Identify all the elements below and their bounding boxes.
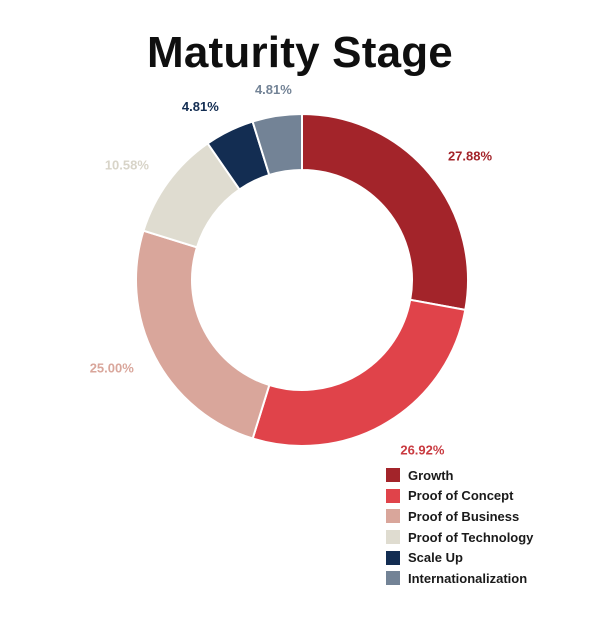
- legend-label: Growth: [408, 467, 454, 483]
- legend-item: Growth: [386, 465, 596, 486]
- slice-value-label: 27.88%: [448, 148, 493, 163]
- legend-swatch: [386, 530, 400, 545]
- slice-value-label: 4.81%: [255, 82, 292, 97]
- legend-swatch: [386, 509, 400, 524]
- slice-value-label: 10.58%: [105, 157, 150, 172]
- legend-swatch: [386, 468, 400, 483]
- legend-item: Proof of Business: [386, 506, 596, 527]
- legend-label: Scale Up: [408, 550, 463, 566]
- slice-value-label: 25.00%: [90, 360, 135, 375]
- legend-label: Internationalization: [408, 570, 528, 586]
- slice-internationalization[interactable]: [251, 112, 303, 177]
- legend-label: Proof of Technology: [408, 529, 534, 545]
- slice-value-label: 4.81%: [182, 99, 219, 114]
- slice-value-label: 26.92%: [400, 443, 445, 458]
- legend-swatch: [386, 550, 400, 565]
- legend-swatch: [386, 571, 400, 586]
- legend-item: Proof of Technology: [386, 527, 596, 548]
- legend-swatch: [386, 488, 400, 503]
- legend-item: Internationalization: [386, 568, 596, 589]
- legend-label: Proof of Concept: [408, 488, 514, 504]
- slice-proof-of-concept[interactable]: [251, 298, 467, 447]
- legend-label: Proof of Business: [408, 508, 520, 524]
- legend-item: Scale Up: [386, 547, 596, 568]
- chart-title: Maturity Stage: [147, 28, 453, 77]
- slice-proof-of-business[interactable]: [135, 229, 271, 440]
- chart-legend: Growth Proof of Concept Proof of Business P…: [386, 465, 596, 589]
- legend-item: Proof of Concept: [386, 486, 596, 507]
- slice-growth[interactable]: [301, 112, 469, 312]
